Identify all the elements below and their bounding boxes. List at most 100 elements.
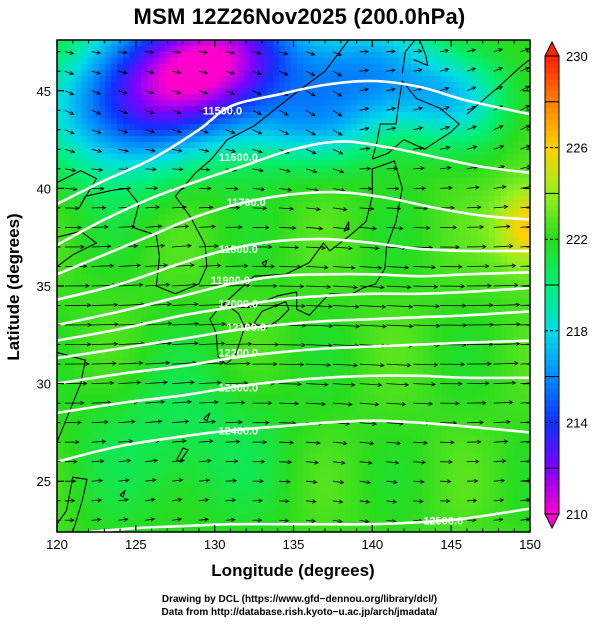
wind-vector <box>252 479 264 484</box>
wind-vector <box>493 125 504 131</box>
wind-vector <box>359 226 377 231</box>
wind-vector <box>440 401 460 406</box>
wind-vector <box>225 186 239 191</box>
wind-vector <box>172 478 184 483</box>
wind-vector <box>145 243 166 249</box>
wind-vector <box>440 244 460 250</box>
wind-vector <box>91 70 102 75</box>
wind-vector <box>279 518 290 523</box>
wind-vector <box>252 439 268 445</box>
wind-vector <box>493 322 521 327</box>
coastline-segment <box>466 59 530 115</box>
wind-vector <box>64 342 92 347</box>
wind-vector <box>91 167 104 172</box>
wind-vector <box>332 70 343 77</box>
wind-vector <box>91 361 117 366</box>
wind-vector <box>252 361 278 367</box>
wind-vector <box>332 441 348 446</box>
wind-vector <box>332 324 361 329</box>
colorbar-tick-label: 230 <box>566 49 588 64</box>
wind-vector <box>440 323 468 328</box>
wind-vector <box>386 166 398 171</box>
wind-vector <box>386 186 400 191</box>
wind-vector <box>332 129 343 136</box>
wind-vector <box>306 518 317 524</box>
wind-vector <box>386 323 414 329</box>
y-tick-label: 25 <box>37 474 51 489</box>
wind-vector <box>386 49 396 54</box>
wind-vector <box>279 70 289 76</box>
wind-vector <box>64 459 78 464</box>
wind-vector <box>91 322 119 327</box>
coastline-segment <box>413 40 429 67</box>
wind-vector <box>64 439 80 445</box>
wind-vector <box>91 459 105 464</box>
wind-vector <box>413 460 427 465</box>
wind-vector <box>359 519 370 524</box>
coastline-segment <box>401 40 416 74</box>
wind-vector <box>306 362 332 368</box>
wind-vector <box>91 439 107 444</box>
wind-vector <box>466 283 492 288</box>
contour-label: 12500.0 <box>423 515 463 527</box>
wind-vector <box>386 265 410 270</box>
wind-vector <box>440 225 458 230</box>
wind-vector <box>466 67 477 72</box>
wind-vector <box>252 50 262 56</box>
wind-vector <box>520 47 530 53</box>
wind-vector <box>493 67 504 72</box>
wind-vector <box>306 343 333 348</box>
wind-vector <box>118 478 130 483</box>
wind-vector <box>520 144 530 150</box>
wind-vector <box>118 439 134 444</box>
wind-vector <box>172 380 195 385</box>
wind-vector <box>225 322 253 327</box>
wind-vector <box>306 401 326 407</box>
wind-vector <box>386 304 414 309</box>
wind-vector <box>359 265 383 270</box>
wind-vector <box>91 341 119 347</box>
wind-vector <box>172 302 199 307</box>
coastline-segment <box>253 300 290 330</box>
wind-vector <box>145 360 171 366</box>
wind-vector <box>332 382 356 387</box>
wind-vector <box>440 303 467 308</box>
wind-vector <box>386 363 412 368</box>
wind-vector <box>359 499 371 504</box>
wind-vector <box>359 206 375 211</box>
wind-vector <box>198 263 222 268</box>
wind-vector <box>91 205 107 210</box>
wind-vector <box>413 499 424 504</box>
wind-vector <box>386 226 404 231</box>
wind-vector <box>64 283 90 289</box>
wind-vector <box>118 186 132 191</box>
wind-vector <box>493 224 511 229</box>
wind-vector <box>413 186 427 191</box>
wind-vector <box>279 401 300 406</box>
wind-vector <box>225 109 236 115</box>
contour-label: 11800.0 <box>219 244 258 256</box>
wind-vector <box>440 459 453 465</box>
wind-vector <box>198 186 212 191</box>
contour-line-12000 <box>57 286 530 342</box>
wind-vector <box>413 146 424 151</box>
wind-vector <box>332 265 356 270</box>
wind-vector <box>198 90 209 95</box>
wind-vector <box>359 49 369 54</box>
wind-vector <box>171 129 183 134</box>
wind-vector <box>225 478 238 483</box>
wind-vector <box>306 245 326 251</box>
wind-vector <box>332 499 344 504</box>
wind-vector <box>198 478 211 483</box>
contour-line-12100 <box>57 310 530 360</box>
wind-vector <box>440 48 450 54</box>
credits: Drawing by DCL (https://www.gfd−dennou.o… <box>0 593 599 619</box>
wind-vector <box>306 265 329 270</box>
wind-vector <box>91 90 102 95</box>
wind-vector <box>145 419 163 424</box>
wind-vector <box>386 206 402 211</box>
wind-vector <box>91 244 112 249</box>
x-tick-label: 125 <box>125 537 147 552</box>
wind-vector <box>64 206 80 211</box>
x-tick-label: 135 <box>283 537 305 552</box>
